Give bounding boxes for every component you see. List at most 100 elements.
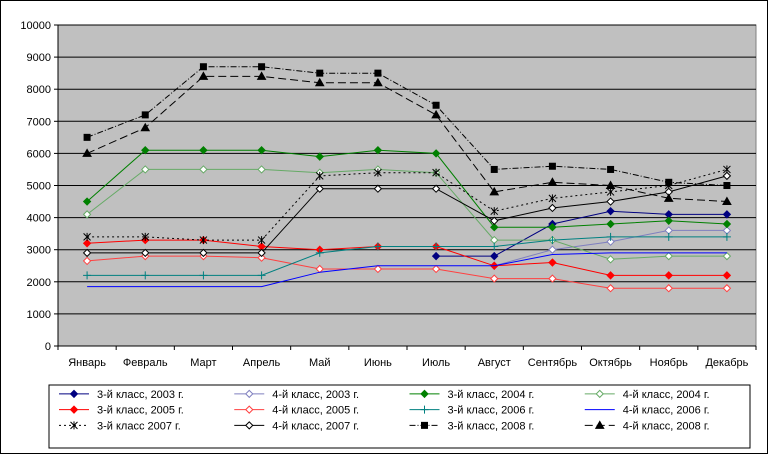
x-tick-label: Апрель — [243, 357, 281, 369]
data-point — [664, 216, 673, 226]
series-11 — [83, 63, 731, 189]
data-point — [722, 210, 732, 219]
data-point — [664, 271, 673, 280]
data-point — [663, 193, 674, 202]
legend-entry: 4-й класс, 2008 г. — [584, 420, 710, 432]
legend-marker — [420, 405, 429, 414]
data-point — [606, 187, 615, 196]
data-point — [141, 145, 150, 155]
legend-marker — [595, 389, 604, 399]
legend-label: 3-й класс, 2006 г. — [448, 405, 535, 417]
data-point — [432, 168, 440, 177]
legend-marker — [69, 405, 79, 414]
data-point — [373, 77, 383, 87]
legend-marker — [420, 389, 429, 399]
data-point — [257, 165, 266, 174]
data-point — [722, 219, 732, 229]
x-tick-label: Октябрь — [589, 357, 632, 369]
data-point — [316, 69, 324, 77]
y-tick-label: 4000 — [27, 213, 51, 225]
series-12 — [82, 71, 732, 206]
y-tick-label: 7000 — [27, 116, 51, 128]
data-point — [82, 256, 92, 266]
data-point — [664, 284, 673, 293]
data-point — [315, 152, 324, 161]
data-point — [199, 236, 208, 245]
data-point — [432, 242, 441, 251]
data-point — [665, 178, 673, 186]
x-tick-label: Июнь — [364, 357, 392, 369]
legend-label: 4-й класс, 2008 г. — [623, 420, 710, 432]
data-point — [547, 177, 558, 186]
legend-box — [48, 384, 751, 449]
y-tick-label: 3000 — [27, 245, 51, 257]
data-point — [548, 258, 557, 267]
data-point — [315, 171, 324, 180]
legend-marker — [245, 421, 254, 430]
legend-entry: 3-й класс, 2005 г. — [59, 405, 184, 417]
data-point — [723, 182, 731, 189]
data-point — [373, 145, 383, 155]
data-point — [82, 239, 92, 248]
data-point — [722, 196, 732, 206]
data-point — [199, 145, 208, 155]
x-tick-label: Июль — [422, 357, 450, 369]
data-point — [373, 264, 383, 274]
data-point — [664, 232, 673, 241]
legend-marker — [594, 420, 605, 429]
data-point — [605, 180, 616, 189]
data-point — [722, 251, 732, 261]
y-tick-label: 6000 — [27, 148, 51, 160]
series-line — [86, 66, 727, 186]
data-point — [374, 69, 382, 77]
series-line — [87, 236, 727, 276]
series-line — [87, 168, 728, 241]
x-tick-label: Февраль — [123, 357, 168, 369]
data-point — [373, 184, 383, 193]
plot-area: 0 1000 2000 3000 4000 5000 6000 7000 8000 9000 100… — [20, 20, 757, 369]
legend-entry: 3-й класс 2007 г. — [59, 420, 181, 432]
legend-entry: 4-й класс, 2005 г. — [234, 405, 359, 417]
series-9 — [83, 165, 731, 245]
data-point — [83, 271, 92, 280]
data-point — [490, 274, 499, 283]
legend-label: 3-й класс, 2003 г. — [97, 389, 184, 401]
data-point — [141, 248, 150, 258]
data-point — [199, 248, 208, 258]
series-10 — [82, 171, 732, 258]
data-point — [431, 149, 441, 158]
legend-entry: 3-й класс, 2004 г. — [409, 389, 534, 401]
legend-marker — [421, 421, 428, 429]
x-tick-label: Май — [309, 357, 331, 369]
data-point — [199, 63, 207, 71]
y-tick-label: 0 — [45, 341, 51, 353]
x-tick-label: Сентябрь — [528, 357, 578, 369]
data-point — [373, 242, 382, 251]
legend-entry: 4-й класс, 2004 г. — [584, 389, 710, 401]
data-point — [82, 148, 92, 157]
y-tick-label: 5000 — [27, 181, 51, 193]
data-point — [490, 216, 499, 226]
series-line — [86, 75, 727, 202]
legend-entry: 4-й класс, 2003 г. — [234, 389, 359, 401]
x-tick-label: Март — [190, 357, 216, 369]
data-point — [431, 109, 441, 119]
data-point — [141, 271, 150, 280]
series-1 — [431, 206, 732, 261]
series-line — [87, 175, 728, 254]
y-tick-label: 10000 — [20, 20, 51, 32]
legend-marker — [70, 421, 78, 430]
legend-entry: 3-й класс, 2006 г. — [409, 405, 535, 417]
data-point — [548, 194, 557, 203]
series-line — [87, 252, 727, 288]
y-tick-label: 2000 — [27, 277, 51, 289]
data-point — [256, 71, 267, 80]
y-tick-label: 1000 — [27, 309, 51, 321]
data-point — [722, 171, 732, 181]
data-point — [257, 145, 266, 155]
data-point — [548, 203, 557, 213]
series-line — [86, 168, 727, 260]
legend-marker — [245, 389, 254, 399]
data-point — [548, 162, 556, 170]
